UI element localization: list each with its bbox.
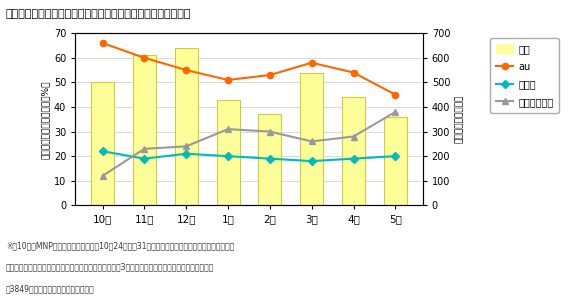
Text: 計3849人を対象として作成しました。: 計3849人を対象として作成しました。 [6,284,94,293]
ドコモ [392,154,399,158]
Bar [175,48,197,205]
Legend: 人数, au, ドコモ, ソフトバンク: 人数, au, ドコモ, ソフトバンク [490,38,559,113]
au [183,68,190,72]
Line: ソフトバンク: ソフトバンク [99,108,399,179]
Y-axis label: 乗り換え者数（人）: 乗り換え者数（人） [455,95,463,143]
Bar [301,72,323,205]
au [141,56,148,59]
au [392,93,399,97]
ドコモ [350,157,357,160]
ドコモ [141,157,148,160]
ソフトバンク [266,130,273,133]
ソフトバンク [183,145,190,148]
au [350,71,357,74]
Bar [91,82,114,205]
ソフトバンク [99,174,106,178]
au [99,41,106,45]
Bar [258,114,281,205]
Text: 月別の携帯乗り換え者数と、携帯電話会社別の乗り換えシェア: 月別の携帯乗り換え者数と、携帯電話会社別の乗り換えシェア [6,9,191,19]
au [308,61,315,65]
ソフトバンク [308,140,315,143]
ドコモ [308,159,315,163]
ソフトバンク [141,147,148,151]
ドコモ [99,149,106,153]
Y-axis label: 携帯電話会社別のシェア（%）: 携帯電話会社別のシェア（%） [41,80,50,159]
Bar [133,55,156,205]
Line: ドコモ: ドコモ [100,148,398,164]
Line: au: au [100,40,398,98]
ドコモ [183,152,190,156]
ソフトバンク [225,127,232,131]
au [225,78,232,82]
Text: ※　10月はMNP制度開始後、すなわち10月24日から31日までのみ集計の対象。また乗り換え者数: ※ 10月はMNP制度開始後、すなわち10月24日から31日までのみ集計の対象。… [6,242,234,251]
ソフトバンク [350,135,357,138]
Bar [217,100,240,205]
Bar [384,117,407,205]
ドコモ [266,157,273,160]
ソフトバンク [392,110,399,114]
au [266,73,273,77]
Bar [342,97,365,205]
ドコモ [225,154,232,158]
Text: には同じ携帯電話会社に変更した場合や、携帯電話会社3社以外への乗り換えをした人などを省いた: には同じ携帯電話会社に変更した場合や、携帯電話会社3社以外への乗り換えをした人な… [6,263,214,272]
